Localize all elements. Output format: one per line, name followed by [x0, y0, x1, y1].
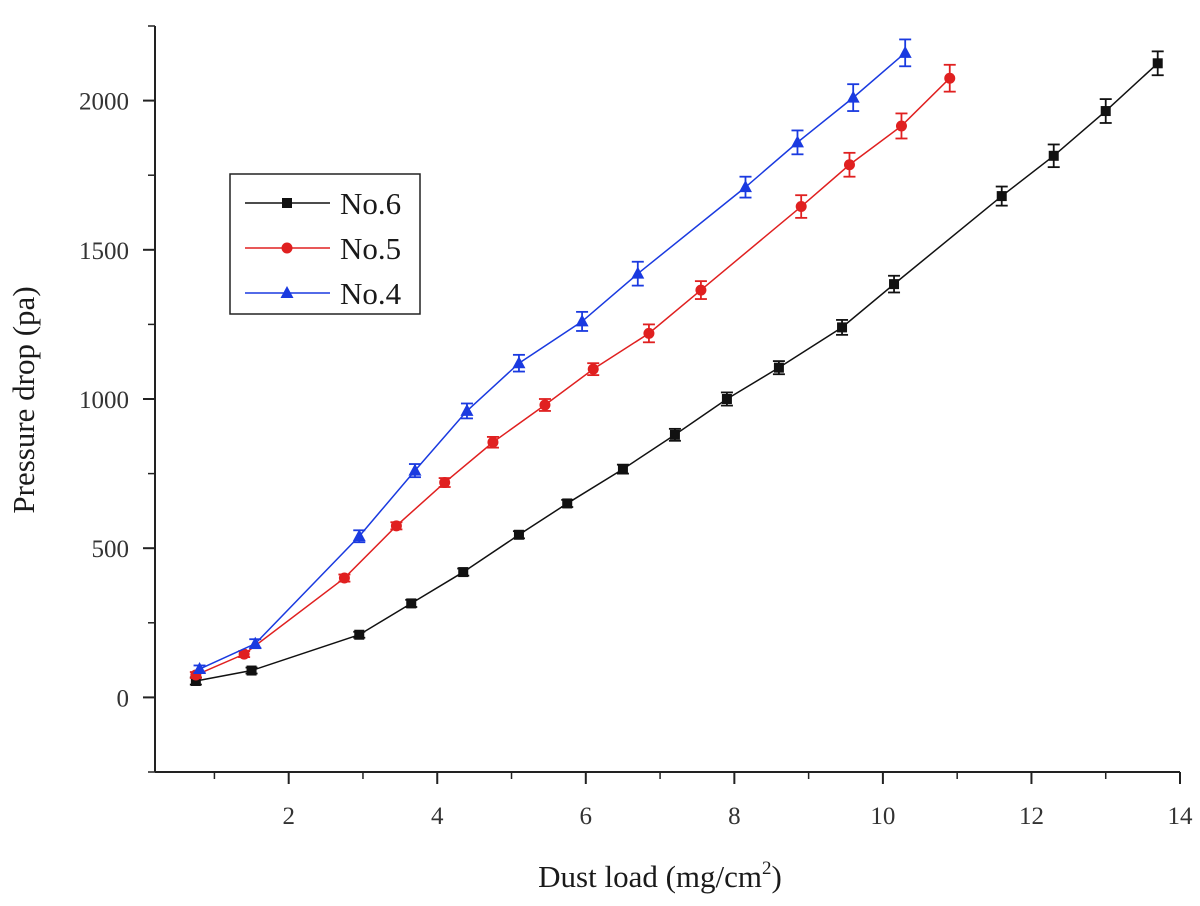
- data-point: [1048, 150, 1059, 161]
- data-point: [795, 201, 807, 213]
- x-axis-title-superscript: 2: [762, 858, 772, 879]
- data-point: [408, 463, 422, 476]
- data-point: [587, 363, 599, 375]
- ticks: 2 4 6 8 10 12 14 0 500 1000 1500 2000: [79, 25, 1194, 830]
- x-axis-title-end: ): [772, 859, 782, 894]
- data-point: [487, 436, 499, 448]
- series-line: [195, 77, 951, 676]
- y-axis-title: Pressure drop (pa): [6, 286, 41, 513]
- legend-label: No.4: [340, 276, 402, 311]
- legend-entries: No.6 No.5 No.4: [245, 186, 402, 311]
- y-tick-label: 2000: [79, 89, 129, 116]
- legend-marker: [282, 198, 292, 208]
- data-point: [944, 72, 956, 84]
- series-line: [195, 62, 1159, 682]
- legend-marker: [280, 286, 294, 298]
- series-line: [199, 52, 906, 670]
- data-point: [354, 629, 365, 640]
- series-no5: [189, 63, 956, 681]
- y-tick-label: 500: [92, 536, 130, 563]
- series-no6: [189, 50, 1164, 686]
- x-axis-title: Dust load (mg/cm2): [538, 858, 782, 894]
- y-tick-label: 0: [117, 685, 130, 712]
- data-point: [460, 403, 474, 416]
- data-point: [790, 135, 804, 148]
- legend-marker: [281, 242, 293, 254]
- data-point: [1100, 106, 1111, 117]
- data-point: [439, 477, 451, 489]
- data-point: [695, 284, 707, 296]
- data-point: [512, 356, 526, 369]
- y-tick-label: 1000: [79, 387, 129, 414]
- legend: No.6 No.5 No.4: [229, 173, 421, 315]
- data-point: [390, 520, 402, 532]
- data-point: [338, 572, 350, 584]
- data-point: [352, 529, 366, 542]
- data-point: [406, 598, 417, 609]
- x-tick-label: 4: [431, 803, 444, 830]
- legend-box: [229, 173, 421, 315]
- x-tick-label: 2: [282, 803, 295, 830]
- series-layer: [189, 38, 1164, 686]
- data-point: [773, 362, 784, 373]
- data-point: [738, 180, 752, 193]
- data-point: [643, 327, 655, 339]
- data-point: [837, 322, 848, 333]
- data-point: [889, 279, 900, 290]
- data-point: [238, 648, 250, 660]
- data-point: [996, 191, 1007, 202]
- legend-label: No.6: [340, 186, 401, 221]
- data-point: [721, 394, 732, 404]
- data-point: [248, 636, 262, 649]
- data-point: [846, 90, 860, 103]
- data-point: [246, 665, 257, 676]
- data-point: [193, 662, 207, 675]
- x-tick-label: 14: [1168, 803, 1194, 830]
- axes: [154, 26, 1180, 773]
- x-tick-label: 12: [1019, 803, 1044, 830]
- data-point: [190, 675, 201, 686]
- y-tick-label: 1500: [79, 238, 129, 265]
- x-tick-label: 6: [580, 803, 593, 830]
- data-point: [895, 120, 907, 132]
- x-tick-label: 10: [870, 803, 895, 830]
- data-point: [539, 399, 551, 411]
- data-point: [898, 45, 912, 58]
- legend-label: No.5: [340, 231, 401, 266]
- data-point: [575, 314, 589, 327]
- x-tick-label: 8: [728, 803, 741, 830]
- data-point: [562, 498, 573, 509]
- data-point: [458, 567, 469, 578]
- x-axis-title-main: Dust load (mg/cm: [538, 859, 762, 894]
- data-point: [631, 266, 645, 279]
- series-no4: [193, 38, 912, 675]
- data-point: [1152, 58, 1163, 69]
- data-point: [843, 159, 855, 171]
- data-point: [669, 429, 680, 440]
- data-point: [617, 464, 628, 475]
- data-point: [513, 529, 524, 540]
